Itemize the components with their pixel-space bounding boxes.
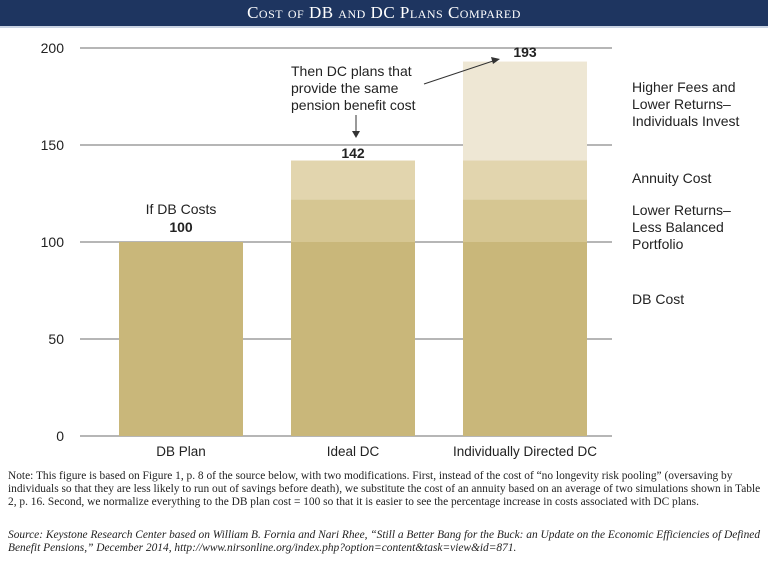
y-tick-label: 150 xyxy=(41,137,65,153)
legend-label: Individuals Invest xyxy=(632,113,740,129)
chart-source: Source: Keystone Research Center based o… xyxy=(8,529,761,554)
arrow-diagonal-icon xyxy=(491,57,500,64)
bar-segment xyxy=(463,242,587,436)
legend-label: Lower Returns– xyxy=(632,96,731,112)
y-tick-label: 50 xyxy=(48,331,64,347)
bar-segment xyxy=(463,61,587,161)
legend-label: Higher Fees and xyxy=(632,79,736,95)
y-tick-label: 200 xyxy=(41,40,65,56)
legend-label: Lower Returns– xyxy=(632,202,731,218)
bar-segment xyxy=(463,160,587,200)
annotation-db: If DB Costs xyxy=(146,201,217,217)
annotation-dc: provide the same xyxy=(291,80,399,96)
x-tick-label: DB Plan xyxy=(156,444,206,459)
chart-title: Cost of DB and DC Plans Compared xyxy=(247,3,521,22)
annotation-dc: pension benefit cost xyxy=(291,97,416,113)
arrow-down-icon xyxy=(352,131,360,138)
y-tick-label: 100 xyxy=(41,234,65,250)
y-tick-label: 0 xyxy=(56,428,64,444)
bar-segment xyxy=(119,242,243,436)
x-tick-label: Ideal DC xyxy=(327,444,380,459)
legend-label: Less Balanced xyxy=(632,219,724,235)
bar-segment xyxy=(291,160,415,200)
chart-header: Cost of DB and DC Plans Compared xyxy=(0,0,768,28)
legend-label: DB Cost xyxy=(632,291,684,307)
x-tick-label: Individually Directed DC xyxy=(453,444,597,459)
arrow-diagonal-line xyxy=(423,59,497,85)
annotation-dc: Then DC plans that xyxy=(291,63,412,79)
data-label: 193 xyxy=(513,44,537,60)
data-label: 142 xyxy=(341,145,365,161)
bar-segment xyxy=(463,199,587,242)
data-label: 100 xyxy=(169,219,193,235)
legend-label: Portfolio xyxy=(632,236,684,252)
chart-note: Note: This figure is based on Figure 1, … xyxy=(8,470,761,508)
bar-segment xyxy=(291,199,415,242)
bar-segment xyxy=(291,242,415,436)
legend-label: Annuity Cost xyxy=(632,170,711,186)
stacked-bar-chart: 0 50 100 150 200 DB Plan Ideal DC Individually … xyxy=(41,40,740,459)
